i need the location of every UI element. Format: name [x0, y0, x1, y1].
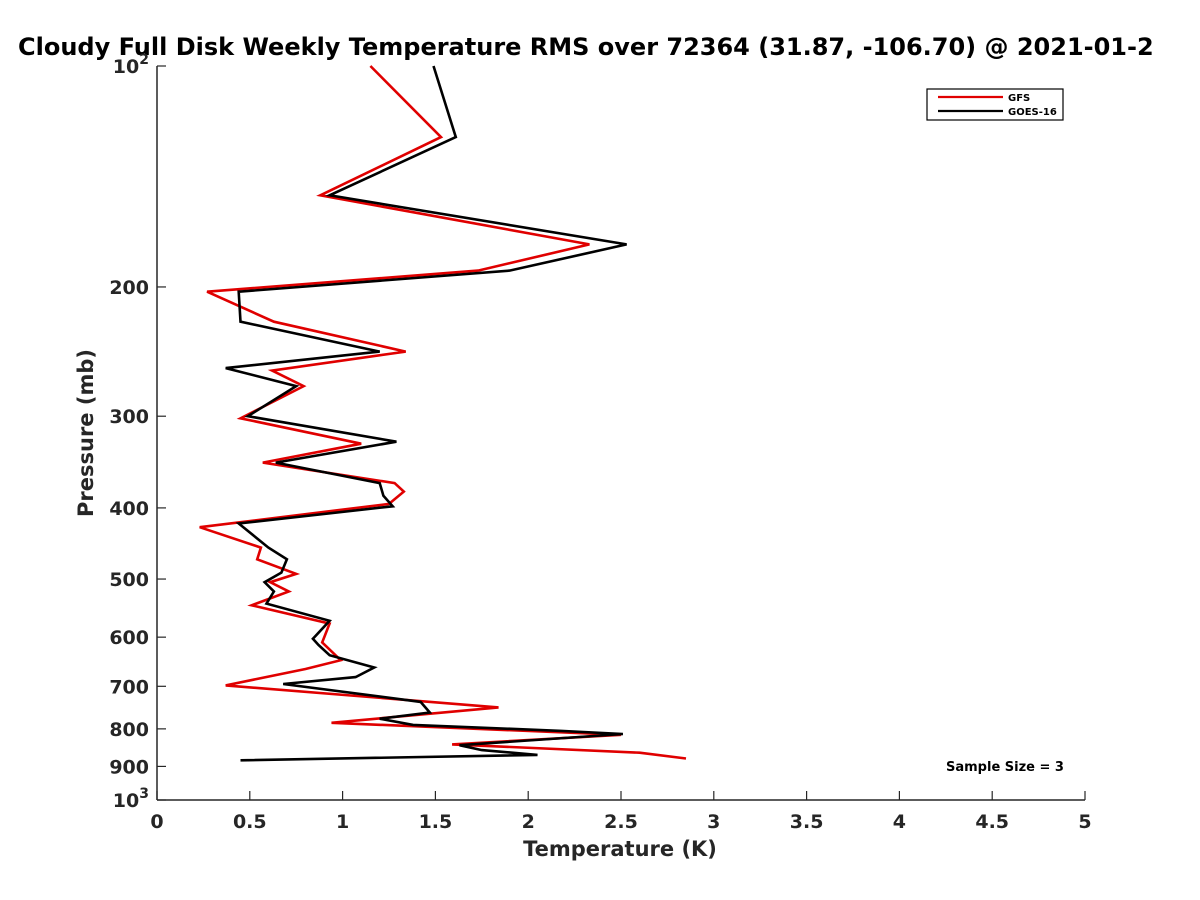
y-tick-label: 900	[109, 756, 149, 778]
y-tick-label: 200	[109, 277, 149, 299]
legend-label-gfs: GFS	[1008, 93, 1030, 104]
x-axis-label: Temperature (K)	[523, 837, 717, 861]
sample-size-annotation: Sample Size = 3	[946, 760, 1064, 775]
y-tick-label: 400	[109, 498, 149, 520]
x-tick-label: 4	[893, 811, 906, 833]
axes	[156, 65, 1086, 801]
y-tick-label: 102	[113, 52, 149, 78]
y-tick-label: 103	[113, 786, 149, 812]
y-tick-label: 700	[109, 676, 149, 698]
x-tick-label: 1	[336, 811, 349, 833]
y-axis-label: Pressure (mb)	[74, 349, 98, 517]
x-tick-label: 0	[150, 811, 163, 833]
x-tick-label: 1.5	[419, 811, 453, 833]
y-tick-label: 500	[109, 569, 149, 591]
x-tick-label: 2	[522, 811, 535, 833]
x-tick-label: 3.5	[790, 811, 824, 833]
legend-box	[926, 88, 1064, 121]
y-tick-label: 300	[109, 406, 149, 428]
legend: GFS GOES-16	[926, 88, 1064, 121]
y-tick-label: 600	[109, 627, 149, 649]
x-tick-label: 3	[707, 811, 720, 833]
x-tick-label: 0.5	[233, 811, 267, 833]
plot-series	[199, 65, 687, 762]
x-tick-label: 4.5	[975, 811, 1009, 833]
legend-label-goes-16: GOES-16	[1008, 107, 1057, 118]
x-tick-label: 2.5	[604, 811, 638, 833]
chart-title: Cloudy Full Disk Weekly Temperature RMS …	[18, 33, 1154, 61]
series-line-goes-16	[225, 65, 627, 762]
x-tick-label: 5	[1078, 811, 1091, 833]
y-tick-label: 800	[109, 719, 149, 741]
tick-labels: 0 0.5 1 1.5 2 2.5 3 3.5 4 4.5 5 102 200 300 400 500 600 7…	[109, 52, 1091, 833]
